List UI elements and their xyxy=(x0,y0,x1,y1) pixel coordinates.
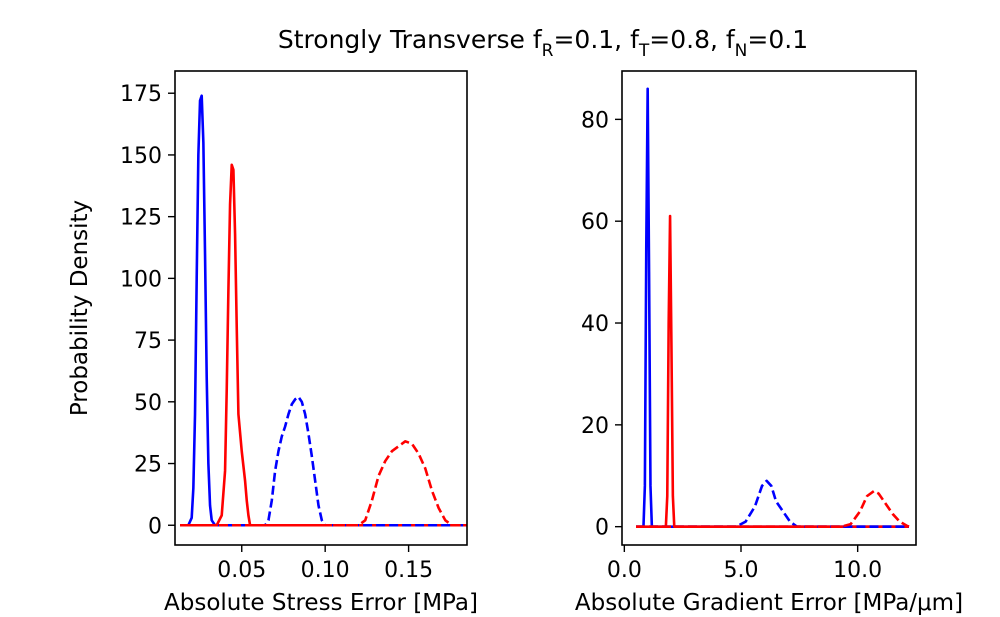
gradient-ytick-label: 80 xyxy=(581,108,609,133)
stress-series-red-dashed xyxy=(180,440,467,527)
stress-xtick-label: 0.05 xyxy=(217,558,266,583)
left-plot: 0.05 0.10 0.15 0 25 50 75 100 125 150 175 Absolute … xyxy=(67,70,478,616)
stress-ytick-label: 0 xyxy=(148,514,162,539)
gradient-x-axis-label: Absolute Gradient Error [MPa/μm] xyxy=(575,590,963,616)
gradient-ytick-label: 40 xyxy=(581,312,609,337)
gradient-ytick-label: 60 xyxy=(581,210,609,235)
gradient-series-blue-solid xyxy=(636,87,909,528)
stress-series-red-solid xyxy=(180,163,467,527)
gradient-xtick-label: 5.0 xyxy=(724,558,759,583)
gradient-xtick-label: 0.0 xyxy=(607,558,642,583)
gradient-xtick-label: 10.0 xyxy=(833,558,882,583)
stress-xtick-label: 0.10 xyxy=(301,558,350,583)
figure-title: Strongly Transverse fR=0.1, fT=0.8, fN=0… xyxy=(278,25,808,61)
gradient-ytick-label: 0 xyxy=(595,516,609,541)
stress-ytick-label: 100 xyxy=(120,267,162,292)
right-plot: 0.0 5.0 10.0 0 20 40 60 80 Absolute Gradient Err… xyxy=(575,70,963,616)
stress-series-blue-solid xyxy=(180,94,467,527)
stress-ytick-label: 50 xyxy=(134,391,162,416)
stress-xtick-label: 0.15 xyxy=(384,558,433,583)
stress-ytick-label: 150 xyxy=(120,144,162,169)
stress-ytick-label: 125 xyxy=(120,206,162,231)
gradient-ytick-label: 20 xyxy=(581,414,609,439)
stress-ytick-label: 75 xyxy=(134,329,162,354)
stress-ytick-label: 175 xyxy=(120,82,162,107)
gradient-series-red-dashed xyxy=(636,489,910,528)
stress-series-blue-dashed xyxy=(180,395,467,527)
gradient-series-red-solid xyxy=(636,214,909,528)
gradient-series-blue-dashed xyxy=(636,479,909,528)
gradient-axes-frame xyxy=(621,70,917,546)
stress-y-axis-label: Probability Density xyxy=(67,200,93,416)
stress-ytick-label: 25 xyxy=(134,453,162,478)
stress-x-axis-label: Absolute Stress Error [MPa] xyxy=(164,590,478,616)
stress-axes-frame xyxy=(174,70,468,546)
